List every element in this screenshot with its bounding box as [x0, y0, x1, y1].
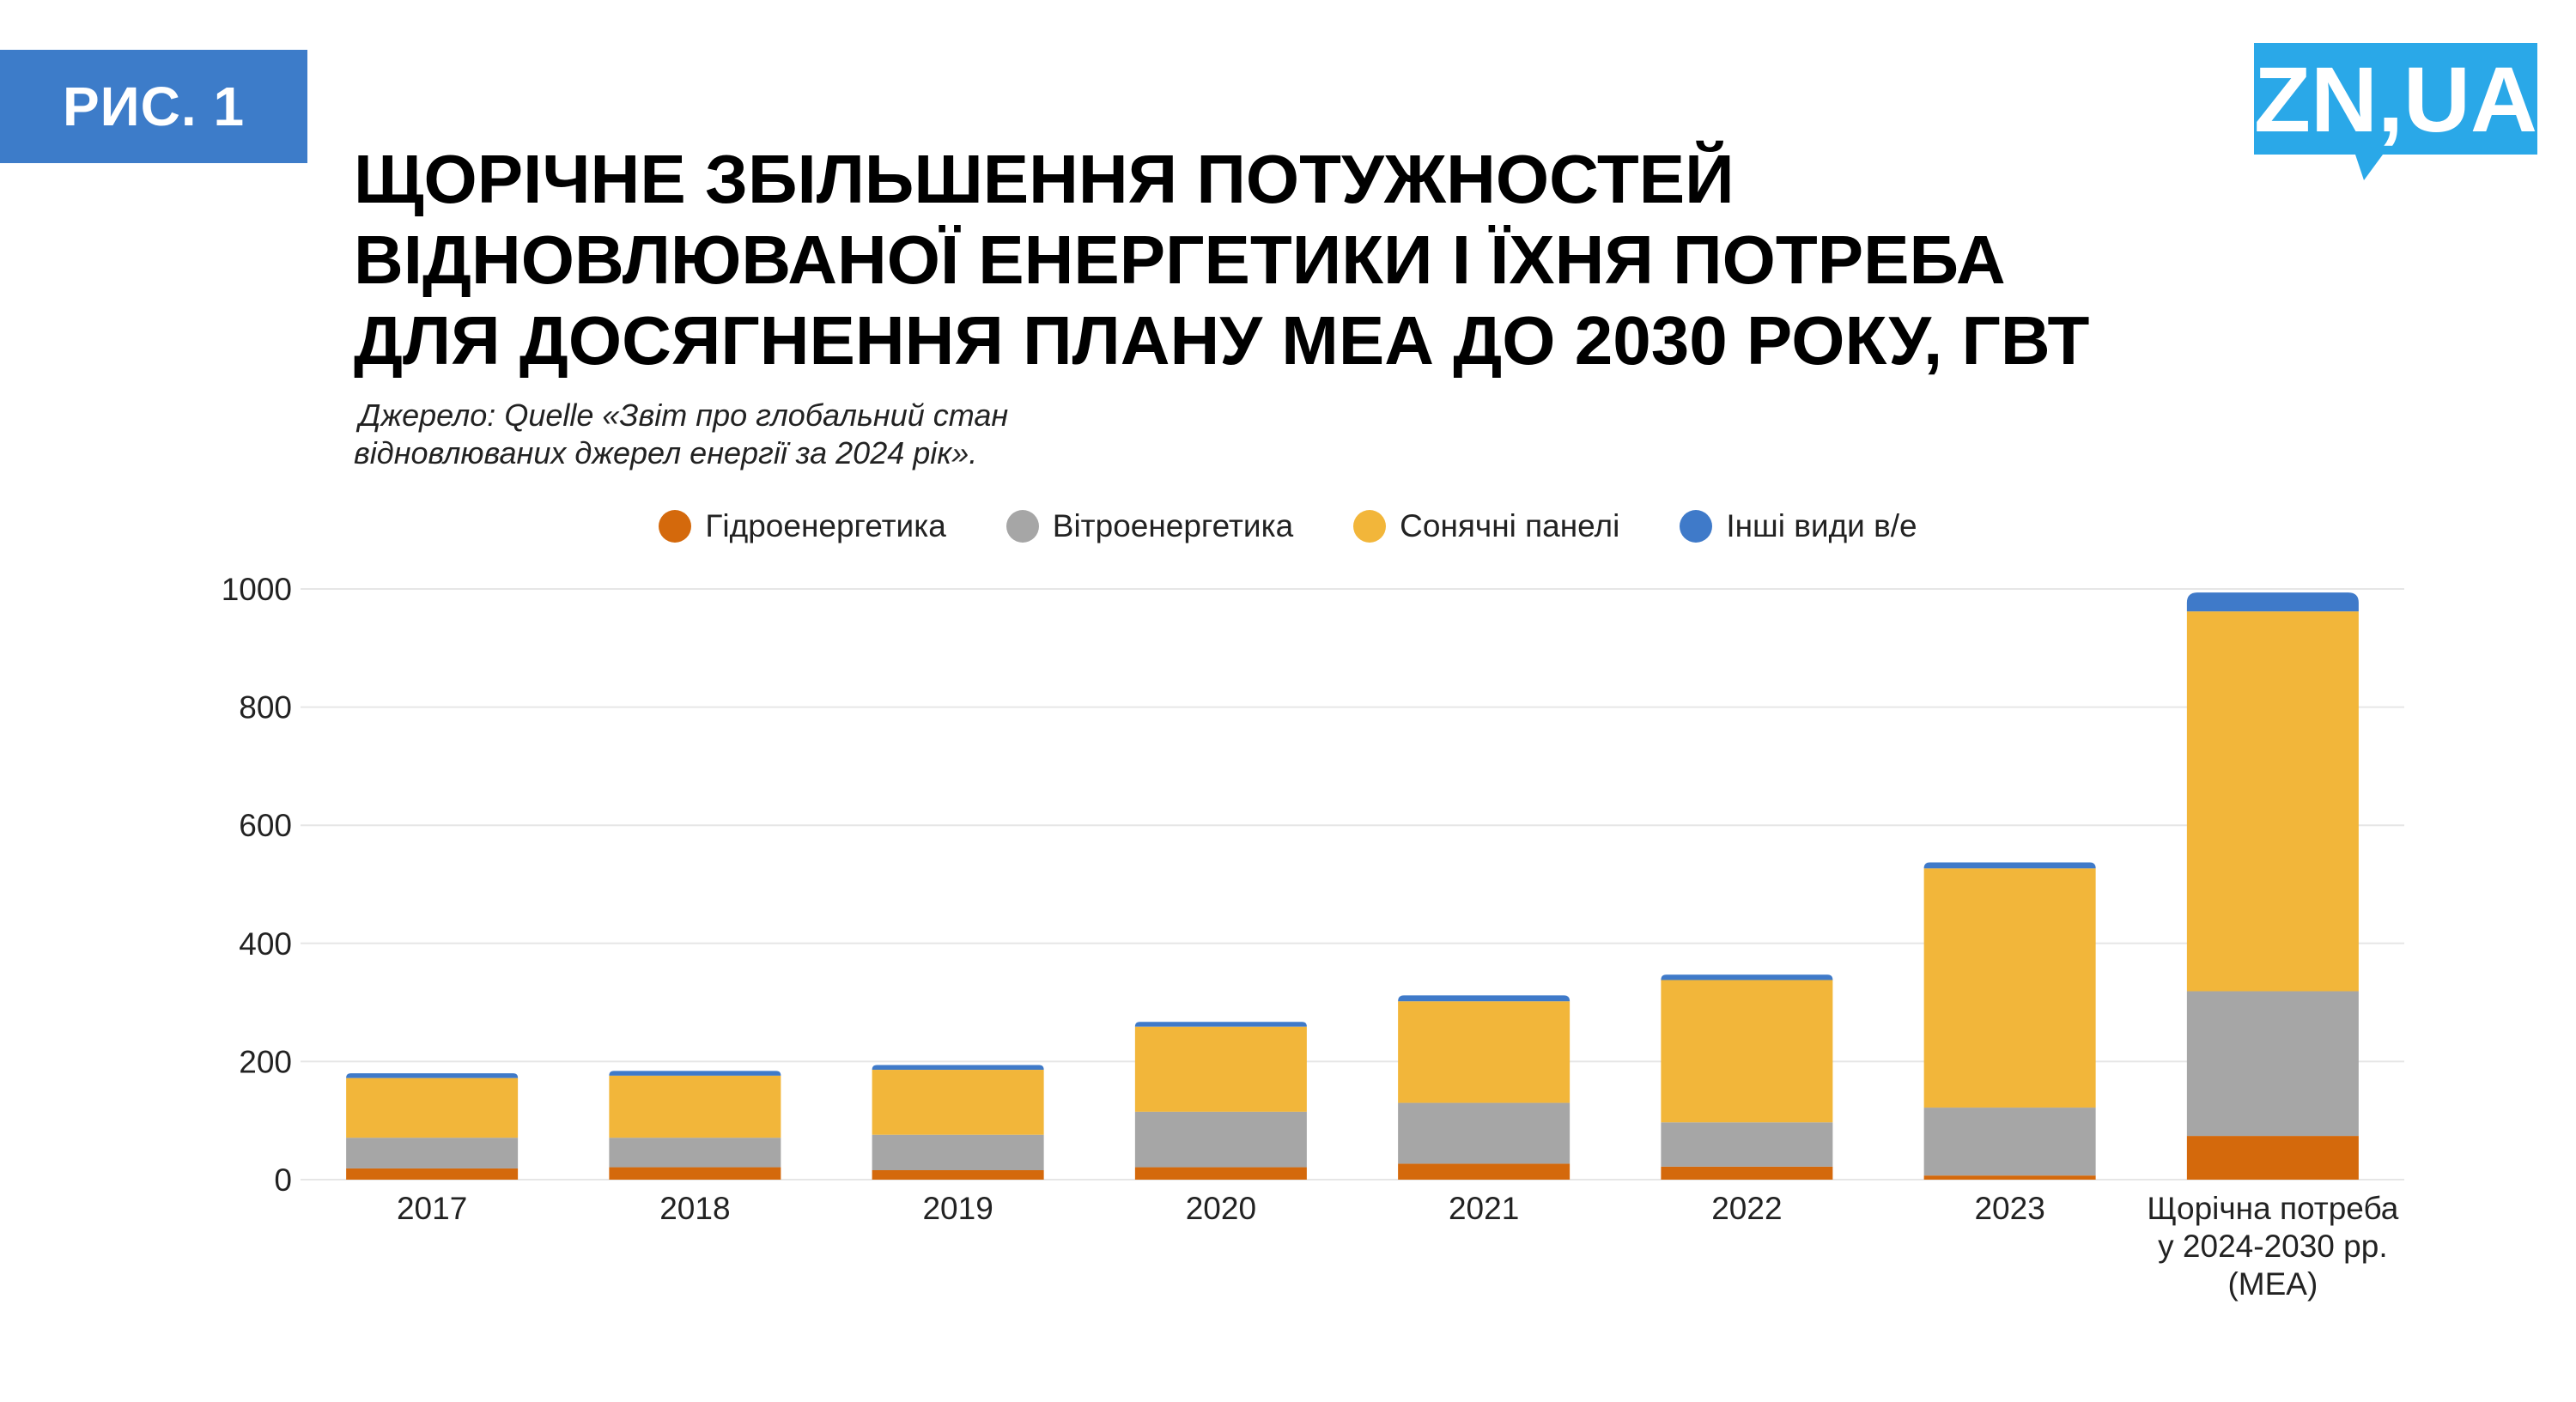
bar-segment: [1923, 1175, 2096, 1180]
x-tick-label: 2021: [1449, 1191, 1519, 1226]
legend-label-hydro: Гідроенергетика: [705, 508, 946, 543]
source-line-1: Джерело: Quelle «Звіт про глобальний ста…: [359, 398, 1009, 433]
bar-segment: [1923, 1108, 2096, 1176]
y-tick-label: 1000: [222, 572, 292, 607]
title-line-3: ДЛЯ ДОСЯГНЕННЯ ПЛАНУ МЕА ДО 2030 РОКУ, Г…: [354, 302, 2090, 379]
bar-segment: [346, 1077, 519, 1138]
bar-segment: [1398, 1102, 1571, 1164]
bar-segment: [1398, 995, 1571, 1002]
title-line-2: ВІДНОВЛЮВАНОЇ ЕНЕРГЕТИКИ І ЇХНЯ ПОТРЕБА: [354, 222, 2006, 298]
chart-legend: Гідроенергетика Вітроенергетика Сонячні …: [0, 508, 2576, 544]
y-tick-label: 600: [239, 808, 292, 843]
legend-item-other: Інші види в/е: [1680, 508, 1917, 544]
bar-segment: [872, 1134, 1044, 1170]
bar-segment: [1923, 862, 2096, 869]
bar-segment: [1398, 1001, 1571, 1103]
bar-segment: [1661, 1122, 1833, 1167]
bar-segment: [609, 1071, 781, 1076]
x-tick-label: 2023: [1974, 1191, 2044, 1226]
x-tick-label: 2017: [397, 1191, 467, 1226]
bar-segment: [1661, 1166, 1833, 1180]
x-tick-label: 2019: [922, 1191, 993, 1226]
legend-swatch-other: [1680, 510, 1713, 543]
bar-segment: [2186, 611, 2359, 992]
legend-swatch-wind: [1005, 510, 1039, 543]
bar-segment: [1134, 1026, 1307, 1112]
legend-swatch-solar: [1353, 510, 1387, 543]
bar-segment: [2186, 991, 2359, 1137]
title-line-1: ЩОРІЧНЕ ЗБІЛЬШЕННЯ ПОТУЖНОСТЕЙ: [354, 141, 1735, 217]
legend-label-wind: Вітроенергетика: [1052, 508, 1294, 543]
logo-text: ZN,UA: [2254, 47, 2537, 151]
chart-title: ЩОРІЧНЕ ЗБІЛЬШЕННЯ ПОТУЖНОСТЕЙ ВІДНОВЛЮВ…: [354, 139, 2243, 381]
source-line-2: відновлюваних джерел енергії за 2024 рік…: [354, 435, 978, 470]
bar-segment: [1134, 1167, 1307, 1180]
y-tick-label: 200: [239, 1044, 292, 1079]
bar-segment: [346, 1168, 519, 1180]
bar-segment: [609, 1075, 781, 1138]
bar-segment: [346, 1138, 519, 1168]
bar-segment: [1134, 1022, 1307, 1027]
bar-segment: [872, 1070, 1044, 1135]
source-note: Джерело: Quelle «Звіт про глобальний ста…: [354, 397, 1127, 472]
bar-segment: [609, 1167, 781, 1180]
zn-ua-logo: ZN,UA: [2254, 43, 2537, 180]
bar-segment: [1134, 1111, 1307, 1168]
bar-segment: [872, 1065, 1044, 1071]
bar-segment: [872, 1169, 1044, 1180]
legend-label-other: Інші види в/е: [1726, 508, 1917, 543]
bar-segment: [2186, 592, 2359, 612]
y-tick-label: 800: [239, 690, 292, 725]
bar-segment: [1661, 980, 1833, 1123]
legend-label-solar: Сонячні панелі: [1400, 508, 1620, 543]
bar-segment: [2186, 1136, 2359, 1180]
bar-segment: [1923, 868, 2096, 1108]
x-tick-label: у 2024-2030 рр.: [2158, 1229, 2387, 1264]
bar-segment: [1398, 1163, 1571, 1180]
x-tick-label: 2022: [1711, 1191, 1782, 1226]
logo-background: [2254, 43, 2537, 180]
bar-segment: [346, 1073, 519, 1078]
x-tick-label: 2018: [659, 1191, 730, 1226]
y-tick-label: 0: [274, 1162, 292, 1198]
x-tick-label: (МЕА): [2227, 1266, 2318, 1302]
legend-swatch-hydro: [659, 510, 692, 543]
figure-badge: РИС. 1: [0, 50, 307, 163]
x-tick-label: Щорічна потреба: [2147, 1191, 2398, 1226]
legend-item-solar: Сонячні панелі: [1353, 508, 1619, 544]
x-tick-label: 2020: [1186, 1191, 1256, 1226]
bar-segment: [609, 1138, 781, 1168]
legend-item-hydro: Гідроенергетика: [659, 508, 946, 544]
y-tick-label: 400: [239, 926, 292, 962]
bar-segment: [1661, 974, 1833, 980]
legend-item-wind: Вітроенергетика: [1005, 508, 1294, 544]
